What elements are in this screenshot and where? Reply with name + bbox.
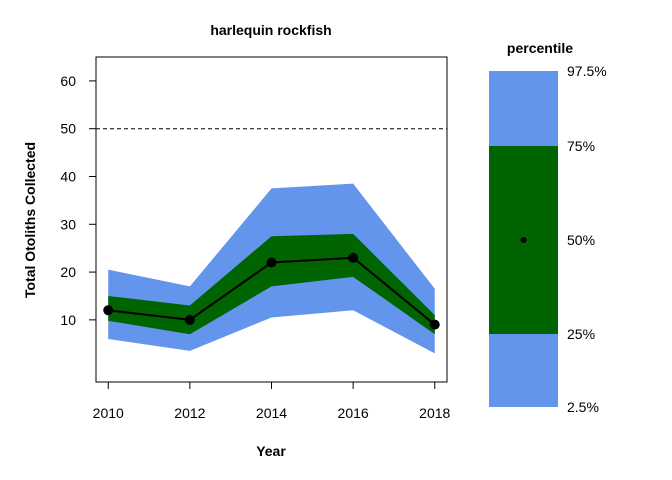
y-tick-label: 40 [60, 168, 76, 184]
y-tick-label: 30 [60, 216, 76, 232]
legend-label: 50% [567, 232, 595, 248]
legend-label: 97.5% [567, 63, 607, 79]
data-point [348, 252, 359, 263]
x-tick-label: 2016 [338, 405, 369, 421]
x-tick-label: 2018 [419, 405, 450, 421]
chart-title: harlequin rockfish [210, 22, 331, 38]
legend-label: 25% [567, 326, 595, 342]
x-tick-label: 2010 [93, 405, 124, 421]
data-point [103, 305, 114, 316]
data-point [266, 257, 277, 268]
x-tick-label: 2014 [256, 405, 287, 421]
legend-median-dot [520, 237, 527, 243]
y-tick-label: 20 [60, 264, 76, 280]
legend-title: percentile [507, 40, 573, 56]
y-tick-label: 60 [60, 73, 76, 89]
data-point [429, 319, 440, 330]
y-axis-label: Total Otoliths Collected [22, 142, 38, 298]
x-tick-label: 2012 [174, 405, 205, 421]
plot-area [96, 128, 447, 354]
y-tick-label: 10 [60, 312, 76, 328]
legend: percentile 97.5% 75% 50% 25% 2.5% [489, 40, 607, 415]
y-axis: 10 20 30 40 50 60 [60, 73, 97, 328]
legend-label: 2.5% [567, 399, 599, 415]
legend-label: 75% [567, 138, 595, 154]
x-axis: 2010 2012 2014 2016 2018 [93, 381, 451, 421]
x-axis-label: Year [256, 443, 286, 459]
y-tick-label: 50 [60, 121, 76, 137]
data-point [184, 314, 195, 325]
